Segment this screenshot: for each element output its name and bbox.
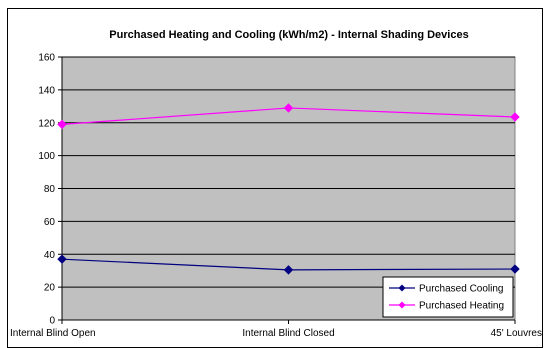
data-point — [57, 254, 67, 264]
y-tick-label: 160 — [38, 53, 55, 64]
y-tick-label: 120 — [38, 118, 55, 129]
y-tick-label: 0 — [49, 316, 55, 327]
chart-title: Purchased Heating and Cooling (kWh/m2) -… — [109, 29, 468, 41]
legend-marker — [398, 301, 406, 309]
data-point — [510, 112, 520, 122]
y-tick-label: 100 — [38, 151, 55, 162]
y-tick-label: 20 — [44, 283, 56, 294]
legend-marker — [398, 284, 406, 292]
legend-box — [382, 276, 514, 318]
legend-label: Purchased Heating — [419, 301, 504, 312]
legend-label: Purchased Cooling — [419, 284, 504, 295]
y-tick-label: 80 — [44, 184, 56, 195]
x-tick-label: 45' Louvres — [491, 328, 542, 339]
x-tick-label: Internal Blind Open — [10, 328, 96, 339]
x-axis-ticks: Internal Blind Open Internal Blind Closed… — [10, 319, 542, 339]
gridlines — [62, 56, 515, 321]
y-tick-label: 140 — [38, 85, 55, 96]
x-tick-label: Internal Blind Closed — [242, 328, 334, 339]
data-point — [57, 119, 67, 130]
y-tick-label: 60 — [44, 217, 56, 228]
data-point — [283, 265, 294, 275]
y-axis-ticks: 0 20 40 60 80 100 120 140 160 — [38, 53, 63, 327]
data-point — [283, 103, 294, 113]
data-point — [510, 264, 520, 274]
series-layer — [57, 103, 520, 275]
y-tick-label: 40 — [44, 250, 56, 261]
legend: Purchased Cooling Purchased Heating — [382, 276, 514, 318]
